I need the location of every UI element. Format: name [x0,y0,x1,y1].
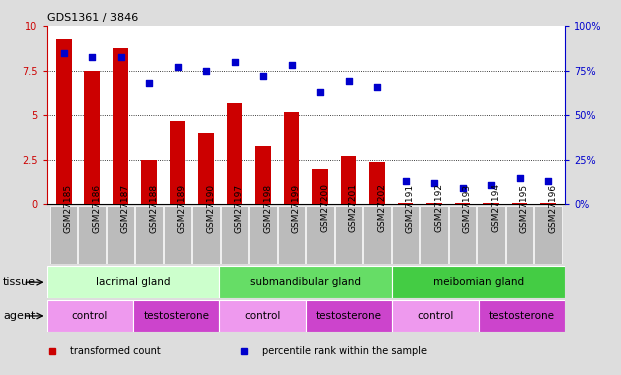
Text: GSM27200: GSM27200 [320,183,329,232]
Text: GSM27186: GSM27186 [92,183,101,232]
Bar [506,206,533,264]
Bar [142,160,157,204]
Text: testosterone: testosterone [143,311,209,321]
Bar [278,206,306,264]
Bar [534,206,561,264]
Text: lacrimal gland: lacrimal gland [96,277,170,287]
Point [372,84,382,90]
Bar [306,206,333,264]
Text: submandibular gland: submandibular gland [250,277,361,287]
Bar [221,206,248,264]
Bar [312,169,328,204]
Text: GDS1361 / 3846: GDS1361 / 3846 [47,12,138,22]
Text: GSM27195: GSM27195 [520,183,528,232]
Text: GSM27190: GSM27190 [206,183,215,232]
Bar [255,146,271,204]
Bar [170,121,186,204]
Point [486,182,496,188]
Bar [219,266,392,298]
Bar [455,202,470,204]
Point [287,62,297,68]
Bar [133,300,219,332]
Text: GSM27198: GSM27198 [263,183,272,232]
Bar [135,206,163,264]
Bar [420,206,448,264]
Bar [335,206,362,264]
Bar [113,48,129,204]
Bar [227,103,242,204]
Point [543,178,553,184]
Bar [540,202,556,204]
Text: testosterone: testosterone [489,311,555,321]
Bar [479,300,565,332]
Bar [397,202,414,204]
Bar [47,266,219,298]
Text: GSM27189: GSM27189 [178,183,187,232]
Text: GSM27199: GSM27199 [292,183,301,232]
Point [515,175,525,181]
Point [401,178,410,184]
Bar [512,202,527,204]
Bar [219,300,306,332]
Text: GSM27201: GSM27201 [348,183,358,232]
Point [343,78,353,84]
Text: control: control [417,311,454,321]
Bar [193,206,220,264]
Bar [369,162,385,204]
Text: GSM27196: GSM27196 [548,183,557,232]
Bar [56,39,71,204]
Text: transformed count: transformed count [70,346,161,355]
Text: control: control [245,311,281,321]
Text: GSM27187: GSM27187 [120,183,130,232]
Bar [164,206,191,264]
Bar [306,300,392,332]
Text: agent: agent [3,311,35,321]
Bar [198,133,214,204]
Bar [363,206,391,264]
Point [173,64,183,70]
Bar [341,156,356,204]
Text: percentile rank within the sample: percentile rank within the sample [262,346,427,355]
Bar [107,206,134,264]
Point [87,54,97,60]
Text: GSM27191: GSM27191 [406,183,415,232]
Bar [426,202,442,204]
Text: tissue: tissue [3,277,36,287]
Bar [250,206,277,264]
Point [315,89,325,95]
Bar [483,202,499,204]
Text: control: control [71,311,108,321]
Bar [392,300,479,332]
Bar [78,206,106,264]
Point [429,180,439,186]
Bar [449,206,476,264]
Text: meibomian gland: meibomian gland [433,277,524,287]
Bar [84,71,100,204]
Text: GSM27193: GSM27193 [463,183,471,232]
Bar [478,206,505,264]
Point [59,50,69,56]
Text: GSM27202: GSM27202 [377,183,386,232]
Point [201,68,211,74]
Point [230,59,240,65]
Bar [284,112,299,204]
Point [144,80,154,86]
Point [458,185,468,191]
Bar [47,300,133,332]
Point [116,54,125,60]
Point [258,73,268,79]
Text: GSM27194: GSM27194 [491,183,500,232]
Bar [392,206,419,264]
Bar [392,266,565,298]
Text: GSM27185: GSM27185 [64,183,73,232]
Bar [50,206,78,264]
Text: GSM27192: GSM27192 [434,183,443,232]
Text: GSM27188: GSM27188 [149,183,158,232]
Text: GSM27197: GSM27197 [235,183,243,232]
Text: testosterone: testosterone [316,311,382,321]
